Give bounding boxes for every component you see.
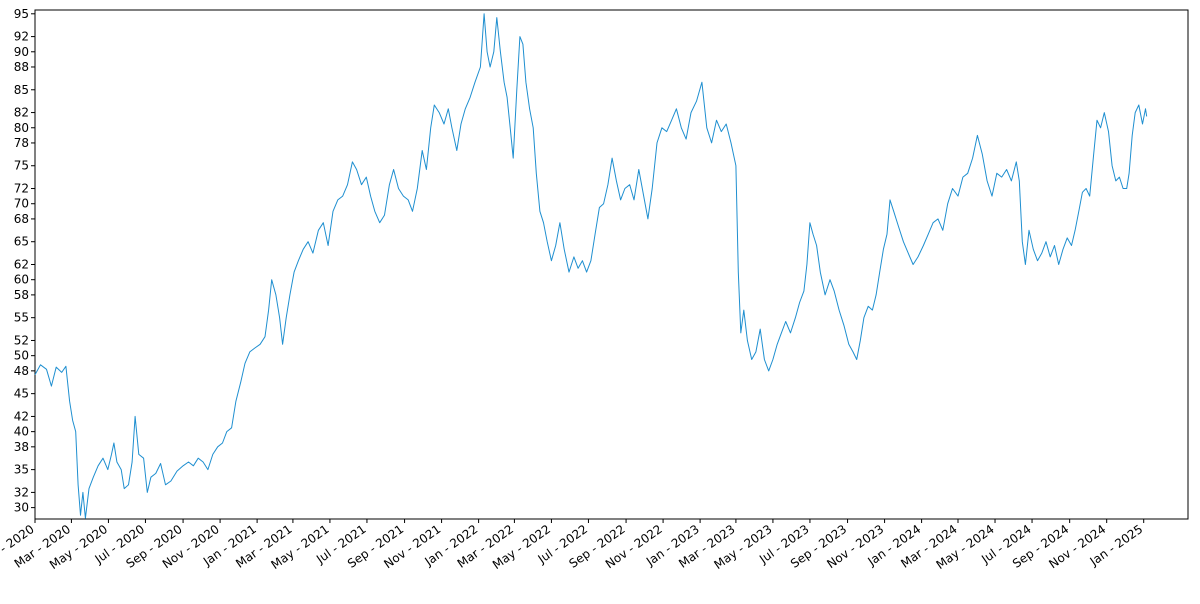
y-tick-label: 72 <box>14 182 29 196</box>
y-tick-label: 58 <box>14 288 29 302</box>
y-tick-label: 30 <box>14 501 29 515</box>
y-tick-label: 75 <box>14 159 29 173</box>
y-tick-label: 80 <box>14 121 29 135</box>
y-tick-label: 60 <box>14 273 29 287</box>
y-tick-label: 55 <box>14 311 29 325</box>
y-tick-label: 38 <box>14 440 29 454</box>
y-tick-label: 50 <box>14 349 29 363</box>
y-tick-label: 95 <box>14 7 29 21</box>
y-tick-label: 78 <box>14 136 29 150</box>
y-tick-label: 70 <box>14 197 29 211</box>
y-tick-label: 40 <box>14 425 29 439</box>
series-line <box>34 13 1148 519</box>
y-tick-label: 92 <box>14 30 29 44</box>
y-tick-label: 85 <box>14 83 29 97</box>
y-tick-label: 90 <box>14 45 29 59</box>
y-tick-label: 45 <box>14 387 29 401</box>
y-tick-label: 65 <box>14 235 29 249</box>
y-tick-label: 82 <box>14 106 29 120</box>
y-tick-label: 88 <box>14 60 29 74</box>
y-tick-label: 68 <box>14 212 29 226</box>
y-tick-label: 42 <box>14 409 29 423</box>
y-tick-label: 35 <box>14 463 29 477</box>
y-tick-label: 52 <box>14 333 29 347</box>
y-tick-label: 32 <box>14 485 29 499</box>
y-tick-label: 48 <box>14 364 29 378</box>
y-tick-label: 62 <box>14 258 29 272</box>
plot-area <box>34 9 1189 520</box>
